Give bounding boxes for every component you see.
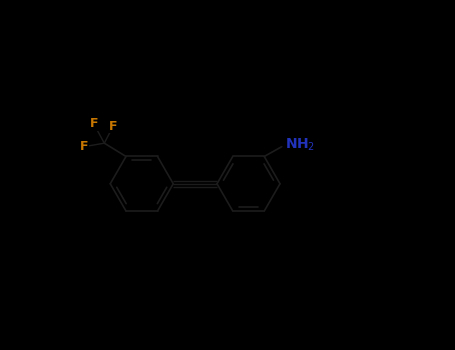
- Text: F: F: [80, 140, 88, 153]
- Text: F: F: [109, 120, 117, 133]
- Text: NH$_2$: NH$_2$: [285, 136, 315, 153]
- Text: F: F: [90, 117, 98, 131]
